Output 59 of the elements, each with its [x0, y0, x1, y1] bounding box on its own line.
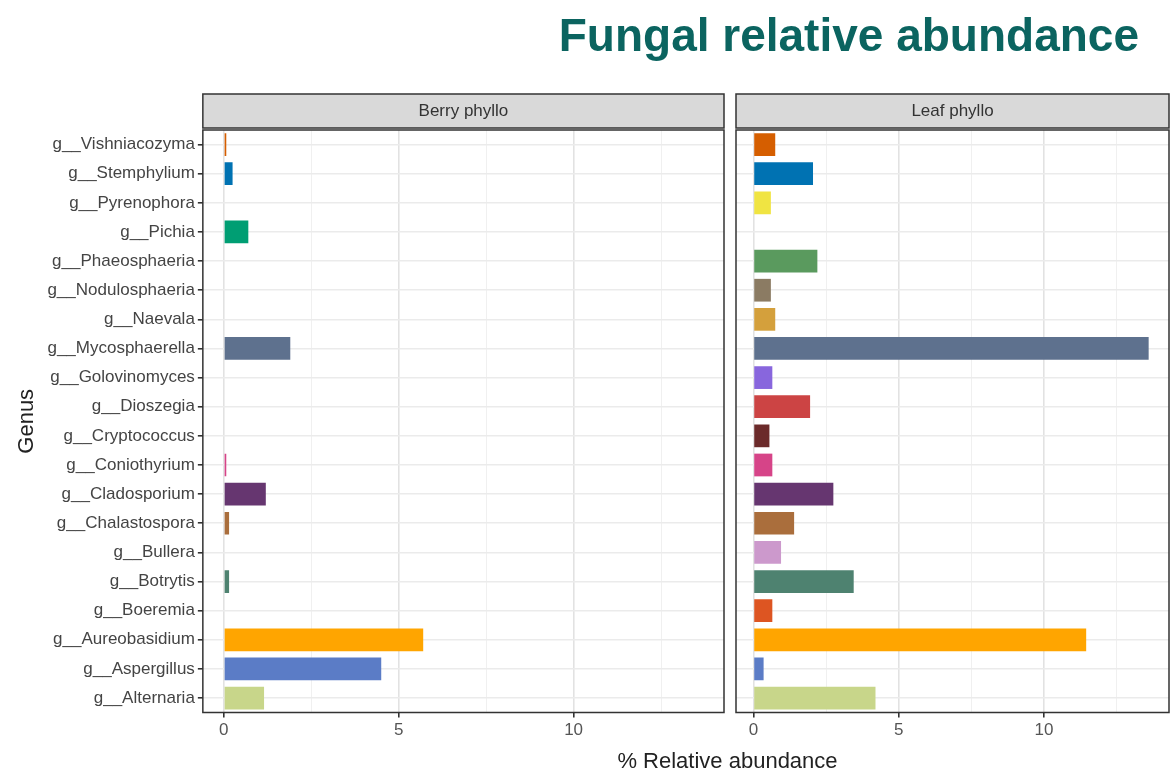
y-axis-title: Genus — [13, 388, 39, 454]
bar — [754, 541, 782, 564]
bar — [224, 628, 424, 652]
bar — [754, 570, 854, 593]
bar — [754, 395, 811, 419]
bar — [754, 424, 770, 448]
bar — [754, 686, 876, 710]
bar — [754, 366, 773, 389]
bar — [754, 657, 764, 681]
bar — [754, 482, 834, 506]
x-tick-label: 5 — [393, 720, 404, 740]
bar — [754, 337, 1149, 360]
bar — [224, 220, 249, 244]
y-tick-label: g__Nodulosphaeria — [47, 279, 196, 299]
bar — [754, 249, 818, 273]
y-tick-label: g__Aspergillus — [83, 658, 195, 678]
y-tick-label: g__Cladosporium — [61, 483, 195, 503]
y-tick-label: g__Pyrenophora — [69, 192, 196, 212]
y-tick-label: g__Bullera — [113, 542, 196, 562]
y-tick-label: g__Botrytis — [109, 571, 195, 591]
y-tick-label: g__Golovinomyces — [50, 367, 195, 387]
x-tick-label: 0 — [219, 720, 229, 740]
bar — [224, 657, 382, 681]
y-tick-label: g__Naevala — [104, 309, 196, 329]
bar — [754, 307, 776, 331]
y-tick-label: g__Phaeosphaeria — [52, 250, 196, 270]
y-tick-label: g__Coniothyrium — [66, 454, 195, 474]
y-tick-label: g__Vishniacozyma — [52, 134, 196, 154]
bar — [224, 570, 230, 593]
bar — [224, 482, 266, 506]
bar — [754, 162, 814, 186]
y-tick-label: g__Aureobasidium — [53, 629, 195, 649]
bar — [754, 453, 773, 477]
bar — [224, 162, 233, 186]
y-tick-label: g__Pichia — [120, 221, 196, 241]
bar — [754, 511, 795, 535]
y-tick-label: g__Boeremia — [93, 600, 196, 620]
chart-title: Leaf phyllo — [911, 100, 994, 120]
x-tick-label: 0 — [748, 720, 759, 740]
bar — [224, 337, 291, 360]
bar — [224, 686, 265, 710]
text: Fungal relative abundance — [558, 8, 1139, 62]
x-tick-label: 10 — [1034, 720, 1054, 740]
y-tick-label: g__Chalastospora — [56, 512, 196, 532]
bar — [754, 599, 773, 623]
x-axis-title: % Relative abundance — [616, 748, 839, 774]
y-tick-label: g__Mycosphaerella — [47, 338, 196, 358]
x-tick-label: 10 — [564, 720, 584, 740]
y-tick-label: g__Alternaria — [93, 687, 196, 707]
bar — [224, 511, 230, 535]
y-tick-label: g__Dioszegia — [91, 396, 196, 416]
chart-title: Berry phyllo — [418, 100, 509, 120]
bar — [754, 628, 1087, 652]
x-tick-label: 5 — [894, 720, 904, 740]
y-tick-label: g__Cryptococcus — [63, 425, 195, 445]
bar — [754, 133, 776, 156]
bar — [754, 278, 771, 302]
y-tick-label: g__Stemphylium — [68, 163, 195, 183]
bar — [754, 191, 771, 215]
